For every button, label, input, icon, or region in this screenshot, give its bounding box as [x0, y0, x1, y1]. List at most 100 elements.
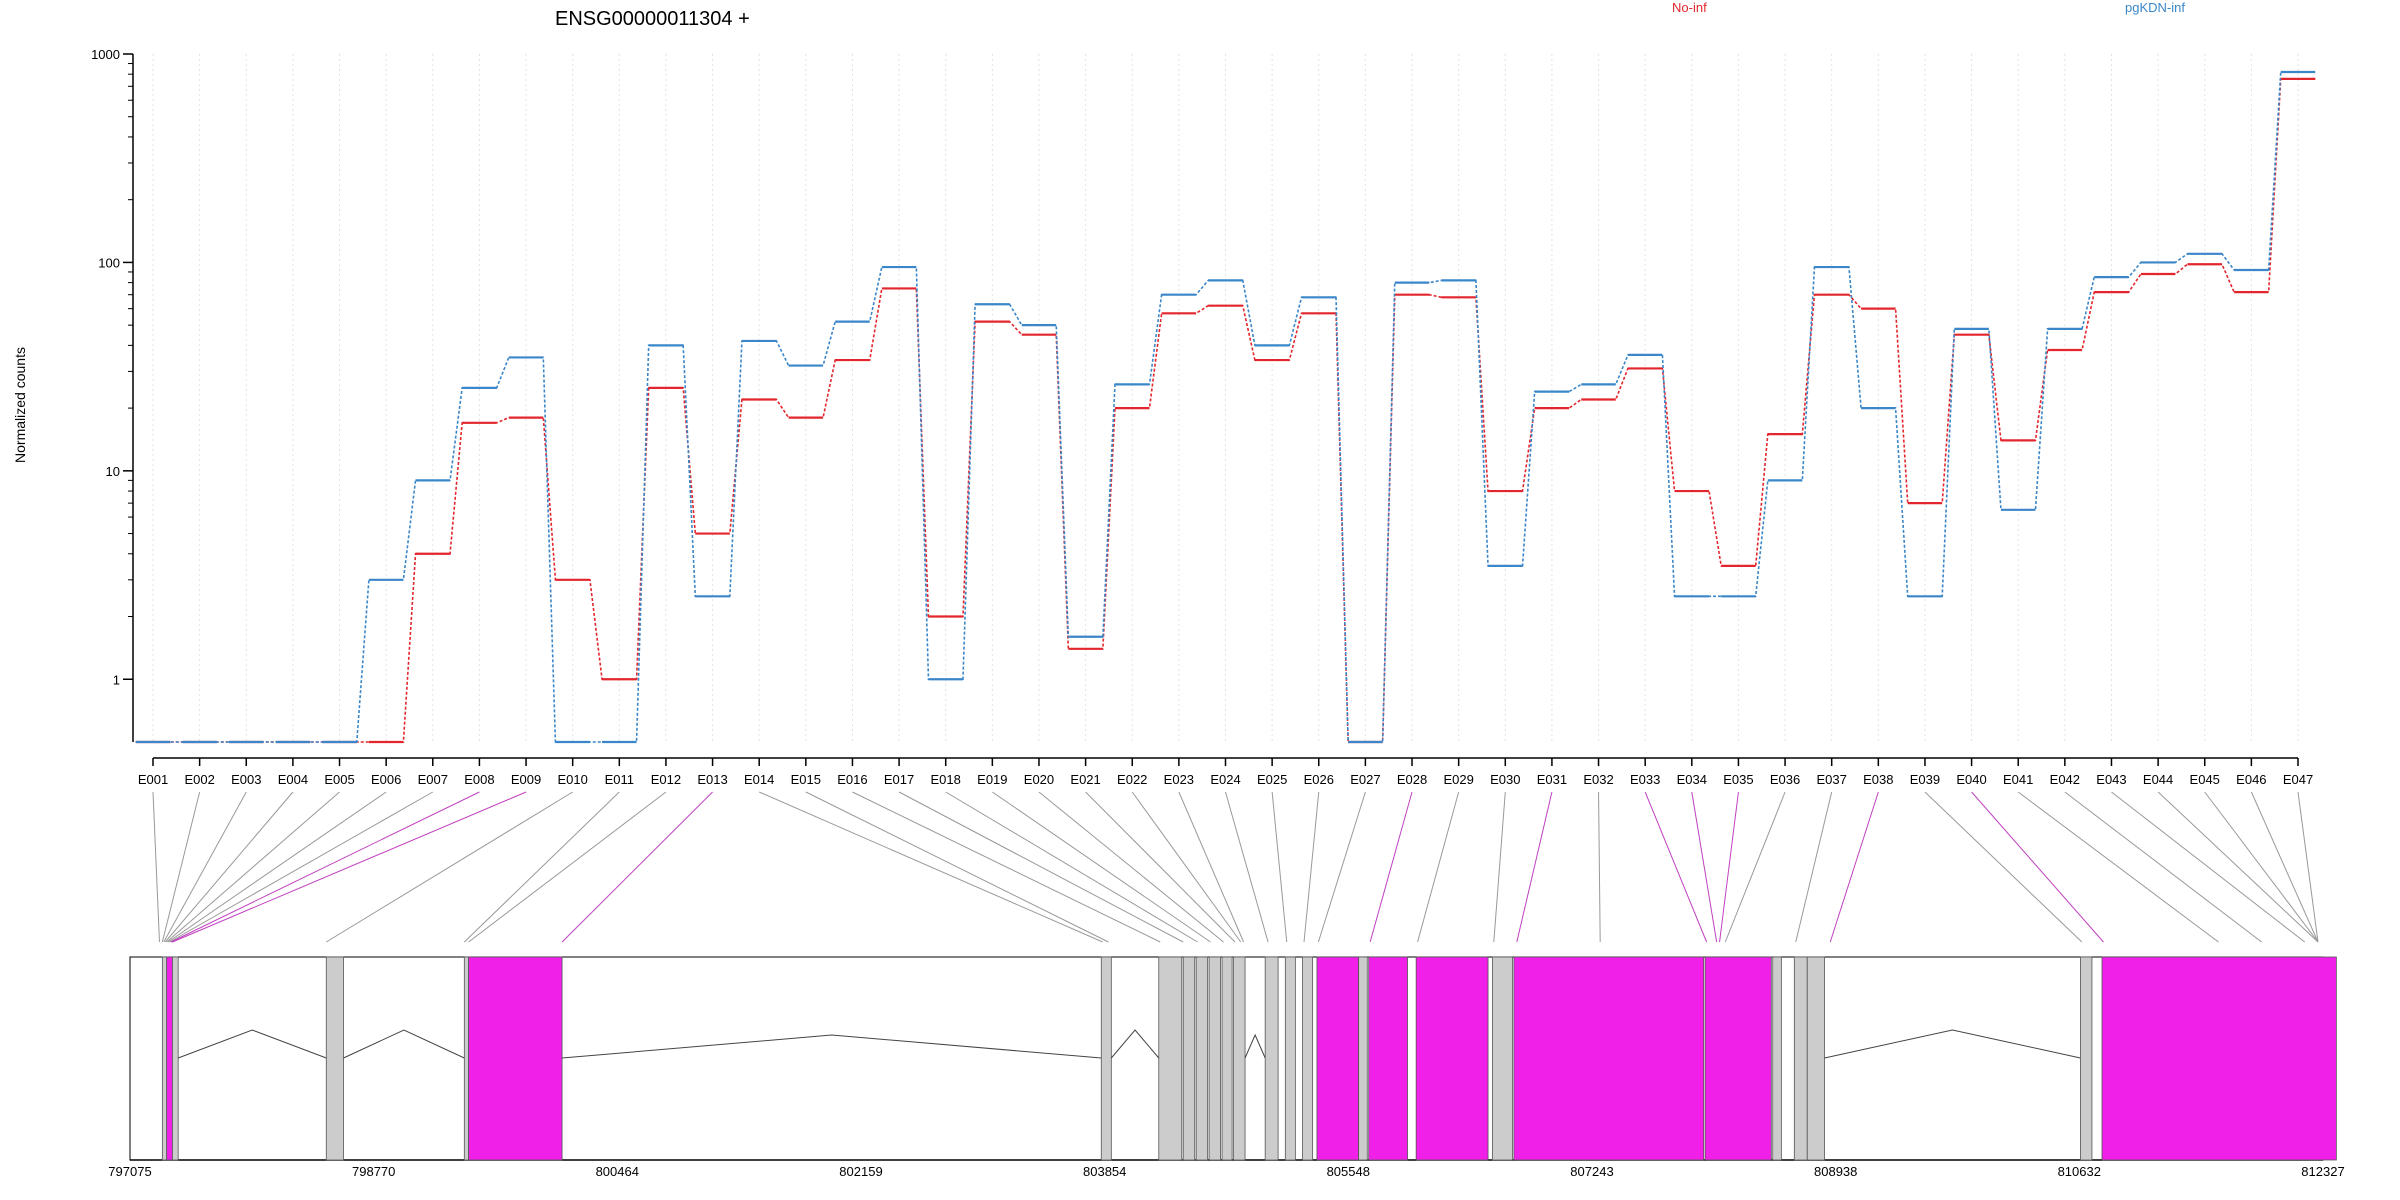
x-tick-label: E031: [1537, 772, 1567, 787]
plot-area: 1 10 100 1000 E001 E002 E003 E004 E005 E006 E007 E0…: [91, 47, 2316, 787]
counted-exon-block: [1316, 956, 1360, 1161]
exon-link-e023: [1178, 791, 1245, 943]
exon-link-e017: [898, 791, 1184, 943]
x-tick-label: E032: [1583, 772, 1613, 787]
exon-link-e040: [1971, 791, 2104, 943]
counted-exon-block: [1415, 956, 1489, 1161]
x-tick-label: E003: [231, 772, 261, 787]
x-tick-label: E035: [1723, 772, 1753, 787]
x-tick-label: E026: [1304, 772, 1334, 787]
exon-link-e024: [1225, 791, 1269, 943]
genomic-position-label: 797075: [108, 1164, 151, 1179]
exon-link-e015: [805, 791, 1109, 943]
intron-line: [562, 1034, 1102, 1059]
intron-line: [177, 1029, 327, 1059]
exon-block: [1772, 956, 1782, 1161]
x-tick-label: E036: [1770, 772, 1800, 787]
exon-link-e038: [1829, 791, 1879, 943]
exon-link-e003: [163, 791, 247, 943]
series-pgkdn-inf: [135, 70, 2316, 744]
genomic-position-label: 800464: [596, 1164, 639, 1179]
exon-block: [1208, 956, 1222, 1161]
exon-block: [161, 956, 168, 1161]
exon-block: [2080, 956, 2093, 1161]
legend-no-inf: No-inf: [1672, 0, 1707, 15]
x-tick-label: E028: [1397, 772, 1427, 787]
x-tick-label: E030: [1490, 772, 1520, 787]
x-tick-label: E038: [1863, 772, 1893, 787]
exon-link-e045: [2204, 791, 2319, 943]
exon-block: [463, 956, 470, 1161]
counted-exon-block: [2101, 956, 2337, 1161]
x-tick-label: E005: [324, 772, 354, 787]
exon-link-e012: [468, 791, 667, 943]
exon-link-e014: [758, 791, 1103, 943]
genomic-position-label: 803854: [1083, 1164, 1126, 1179]
x-tick-label: E047: [2283, 772, 2313, 787]
exon-link-e035: [1719, 791, 1739, 943]
series-connector: [135, 71, 2316, 743]
exon-link-e047: [2297, 791, 2319, 943]
x-tick-label: E017: [884, 772, 914, 787]
exon-link-e021: [1085, 791, 1236, 943]
exon-block: [1195, 956, 1209, 1161]
y-tick-label: 1: [113, 672, 120, 687]
x-tick-label: E015: [791, 772, 821, 787]
exon-block: [1158, 956, 1183, 1161]
x-tick-label: E023: [1164, 772, 1194, 787]
exon-link-e036: [1724, 791, 1786, 943]
exon-link-e008: [170, 791, 480, 943]
x-tick-label: E040: [1956, 772, 1986, 787]
x-tick-label: E001: [138, 772, 168, 787]
intron-line: [1244, 1033, 1266, 1059]
intron-line: [1110, 1029, 1160, 1059]
x-tick-label: E004: [278, 772, 308, 787]
exon-link-e019: [992, 791, 1211, 943]
exon-link-e044: [2157, 791, 2319, 943]
series-connector: [135, 78, 2316, 743]
x-tick-label: E014: [744, 772, 774, 787]
x-tick-label: E027: [1350, 772, 1380, 787]
x-tick-label: E009: [511, 772, 541, 787]
x-tick-label: E007: [418, 772, 448, 787]
x-tick-label: E024: [1210, 772, 1240, 787]
exon-block: [325, 956, 344, 1161]
exon-link-e016: [852, 791, 1161, 943]
x-tick-label: E033: [1630, 772, 1660, 787]
exon-link-e039: [1924, 791, 2083, 943]
y-axis-label: Normalized counts: [12, 347, 28, 463]
x-tick-label: E022: [1117, 772, 1147, 787]
counted-exon-block: [468, 956, 563, 1161]
exon-block: [1221, 956, 1233, 1161]
exon-link-e020: [1038, 791, 1224, 943]
exon-link-e004: [164, 791, 294, 943]
exon-link-e001: [152, 791, 160, 943]
exon-link-e046: [2250, 791, 2319, 943]
exon-block: [1491, 956, 1513, 1161]
exon-link-e030: [1493, 791, 1506, 943]
exon-link-e028: [1369, 791, 1413, 943]
x-tick-label: E018: [931, 772, 961, 787]
exon-block: [1806, 956, 1825, 1161]
x-tick-label: E029: [1443, 772, 1473, 787]
exon-link-e033: [1644, 791, 1708, 943]
exon-link-e034: [1691, 791, 1718, 943]
counted-exon-block: [1368, 956, 1408, 1161]
exon-link-lines: [152, 791, 2319, 943]
exon-link-e042: [2064, 791, 2262, 943]
x-tick-label: E045: [2190, 772, 2220, 787]
exon-link-e005: [166, 791, 340, 943]
x-tick-label: E013: [697, 772, 727, 787]
x-tick-label: E046: [2236, 772, 2266, 787]
exon-block: [1358, 956, 1368, 1161]
series-no-inf: [135, 77, 2316, 744]
x-tick-label: E044: [2143, 772, 2173, 787]
x-tick-label: E016: [837, 772, 867, 787]
exon-link-e037: [1795, 791, 1833, 943]
x-tick-label: E008: [464, 772, 494, 787]
exon-link-e018: [945, 791, 1198, 943]
exon-link-e009: [172, 791, 527, 943]
exon-link-e002: [161, 791, 201, 943]
counted-exon-block: [166, 956, 173, 1161]
